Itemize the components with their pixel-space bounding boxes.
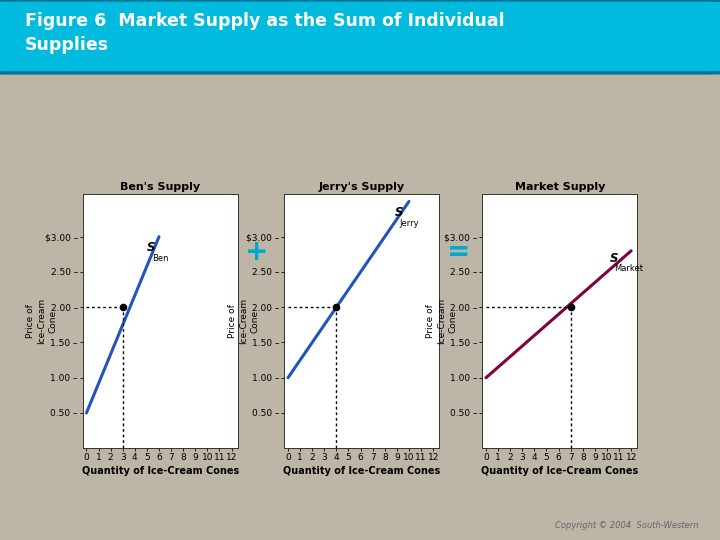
Title: Ben's Supply: Ben's Supply	[120, 182, 200, 192]
Text: Copyright © 2004  South-Western: Copyright © 2004 South-Western	[555, 521, 698, 530]
Text: S: S	[147, 241, 156, 254]
Text: +: +	[246, 239, 269, 266]
Text: Ben: Ben	[152, 254, 168, 263]
Y-axis label: Price of
Ice-Cream
Cone: Price of Ice-Cream Cone	[426, 298, 457, 345]
Text: Figure 6  Market Supply as the Sum of Individual
Supplies: Figure 6 Market Supply as the Sum of Ind…	[24, 12, 504, 54]
X-axis label: Quantity of Ice-Cream Cones: Quantity of Ice-Cream Cones	[481, 466, 639, 476]
Text: Market: Market	[614, 265, 643, 273]
X-axis label: Quantity of Ice-Cream Cones: Quantity of Ice-Cream Cones	[81, 466, 239, 476]
Text: =: =	[447, 239, 470, 266]
Title: Market Supply: Market Supply	[515, 182, 605, 192]
Title: Jerry's Supply: Jerry's Supply	[319, 182, 405, 192]
X-axis label: Quantity of Ice-Cream Cones: Quantity of Ice-Cream Cones	[283, 466, 441, 476]
Text: S: S	[395, 206, 403, 219]
Y-axis label: Price of
Ice-Cream
Cone: Price of Ice-Cream Cone	[228, 298, 259, 345]
Text: S: S	[609, 252, 618, 265]
Text: Jerry: Jerry	[400, 219, 419, 227]
FancyBboxPatch shape	[0, 0, 720, 73]
Y-axis label: Price of
Ice-Cream
Cone: Price of Ice-Cream Cone	[27, 298, 58, 345]
